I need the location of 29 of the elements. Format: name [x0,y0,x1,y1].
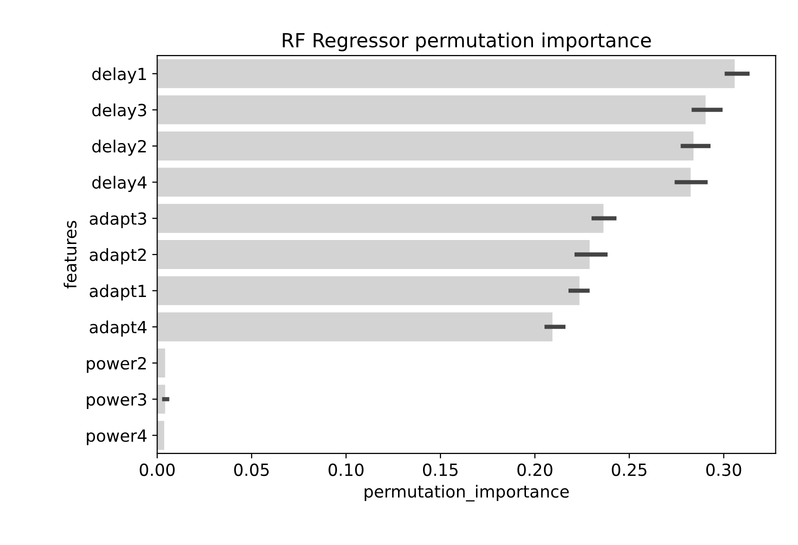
x-axis-title: permutation_importance [364,484,569,502]
x-tick-label: 0.30 [706,463,742,476]
y-tick-label: power3 [86,393,146,409]
chart-title: RF Regressor permutation importance [282,32,651,52]
y-tick-label: delay1 [92,67,146,84]
x-tick-label: 0.00 [140,463,175,476]
y-tick-label: adapt2 [90,248,146,264]
x-tick-label: 0.25 [612,463,646,476]
y-tick-label: delay4 [92,176,147,192]
y-tick-label: adapt1 [90,284,146,300]
bar [157,312,552,342]
y-axis-title: features [64,220,77,289]
bar [157,204,604,233]
bar [157,240,590,269]
y-tick-label: power4 [86,430,147,446]
y-tick-label: adapt4 [90,320,147,337]
x-tick-label: 0.20 [517,463,552,476]
x-tick-label: 0.05 [234,463,269,476]
y-tick-label: delay2 [92,140,146,156]
x-tick-label: 0.15 [423,463,458,476]
bar [157,95,706,124]
x-tick-label: 0.10 [328,463,364,476]
y-tick-label: power2 [86,356,146,373]
bar [157,59,735,88]
bar [157,168,691,197]
y-tick-label: delay3 [92,104,146,120]
bar [157,132,694,160]
y-tick-label: adapt3 [90,212,146,228]
bar [157,276,580,306]
